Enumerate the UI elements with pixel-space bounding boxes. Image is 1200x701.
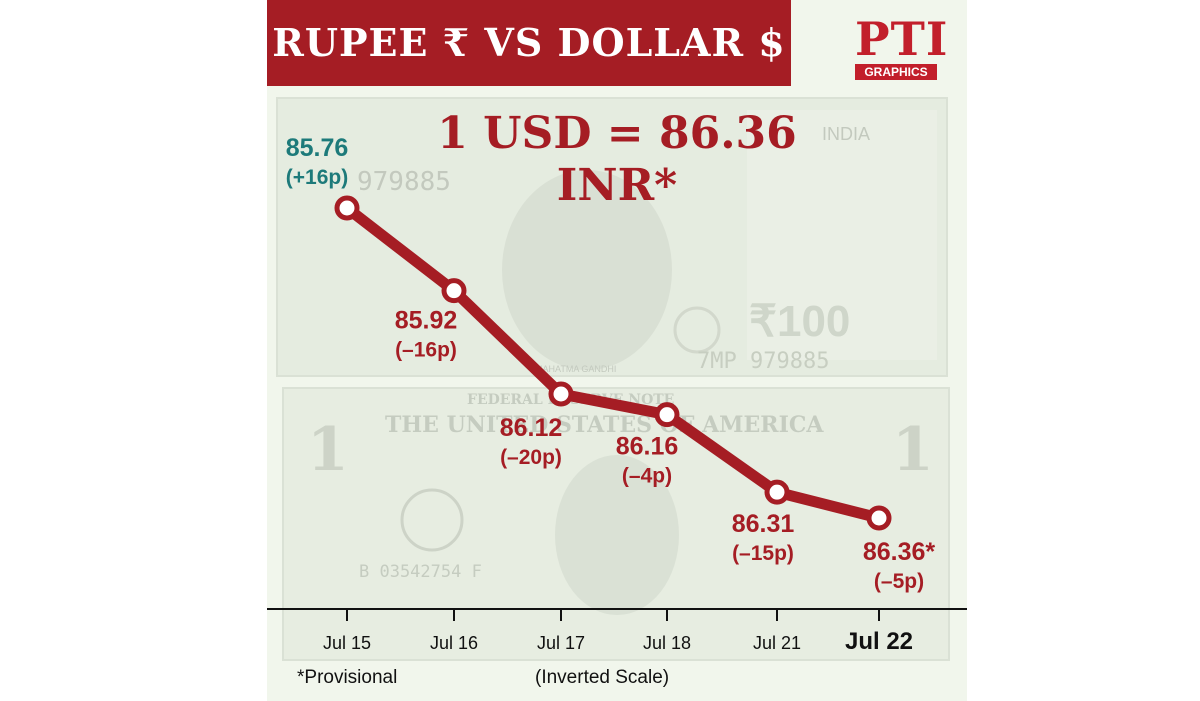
rupee-note-value: ₹100 xyxy=(749,297,850,346)
dollar-seal-shape xyxy=(400,488,464,552)
data-value-label: 86.36* xyxy=(863,538,936,566)
dollar-denomination-left: 1 xyxy=(307,415,349,485)
data-value-label: 86.16 xyxy=(616,433,679,461)
data-value-label: 86.12 xyxy=(500,414,563,442)
x-tick-label: Jul 15 xyxy=(323,633,371,653)
x-tick-label: Jul 22 xyxy=(845,628,913,655)
x-tick-label: Jul 17 xyxy=(537,633,585,653)
data-point xyxy=(334,195,360,221)
data-value-label: 85.92 xyxy=(395,307,458,335)
inverted-scale-note: (Inverted Scale) xyxy=(535,667,670,688)
data-change-label: (+16p) xyxy=(286,166,348,189)
rupee-note-portrait-caption: MAHATMA GANDHI xyxy=(535,364,616,374)
rupee-note-serial: 979885 xyxy=(357,167,451,197)
data-point xyxy=(866,505,892,531)
pti-logo-mark: PTI xyxy=(855,12,949,66)
exchange-rate-headline: 1 USD = 86.36 INR* xyxy=(437,108,797,211)
pti-logo-subtitle: GRAPHICS xyxy=(855,64,937,80)
provisional-footnote: *Provisional xyxy=(297,667,398,688)
data-point xyxy=(548,381,574,407)
data-change-label: (–4p) xyxy=(622,465,672,488)
data-point xyxy=(441,278,467,304)
currency-notes-background: 979885 INDIA ₹100 7MP 979885 MAHATMA GAN… xyxy=(276,97,950,661)
dollar-note-title: THE UNITED STATES OF AMERICA xyxy=(385,412,824,438)
data-point xyxy=(764,479,790,505)
rupee-dollar-line-chart: Jul 15 85.76 (+16p) Jul 16 85.92 (–16p) Jul 17… xyxy=(267,134,967,655)
data-change-label: (–15p) xyxy=(732,542,794,565)
dollar-note-serial: B 03542754 F xyxy=(359,562,482,582)
x-tick-label: Jul 16 xyxy=(430,633,478,653)
data-change-label: (–16p) xyxy=(395,339,457,362)
data-value-label: 85.76 xyxy=(286,134,349,162)
series-line xyxy=(341,202,885,524)
washington-portrait-shape xyxy=(555,455,679,615)
x-tick-label: Jul 21 xyxy=(753,633,801,653)
data-value-label: 86.31 xyxy=(732,510,795,538)
rupee-note-country: INDIA xyxy=(822,124,870,144)
chart-panel: 979885 INDIA ₹100 7MP 979885 MAHATMA GAN… xyxy=(267,0,967,701)
data-change-label: (–5p) xyxy=(874,570,924,593)
x-tick-label: Jul 18 xyxy=(643,633,691,653)
data-point xyxy=(654,402,680,428)
title-banner: RUPEE ₹ VS DOLLAR $ xyxy=(267,0,791,86)
dollar-denomination-right: 1 xyxy=(892,415,934,485)
gandhi-portrait-shape xyxy=(502,170,672,370)
data-change-label: (–20p) xyxy=(500,446,562,469)
pti-graphics-logo: PTI GRAPHICS xyxy=(855,12,949,86)
rupee-note-serial-full: 7MP 979885 xyxy=(697,349,829,374)
